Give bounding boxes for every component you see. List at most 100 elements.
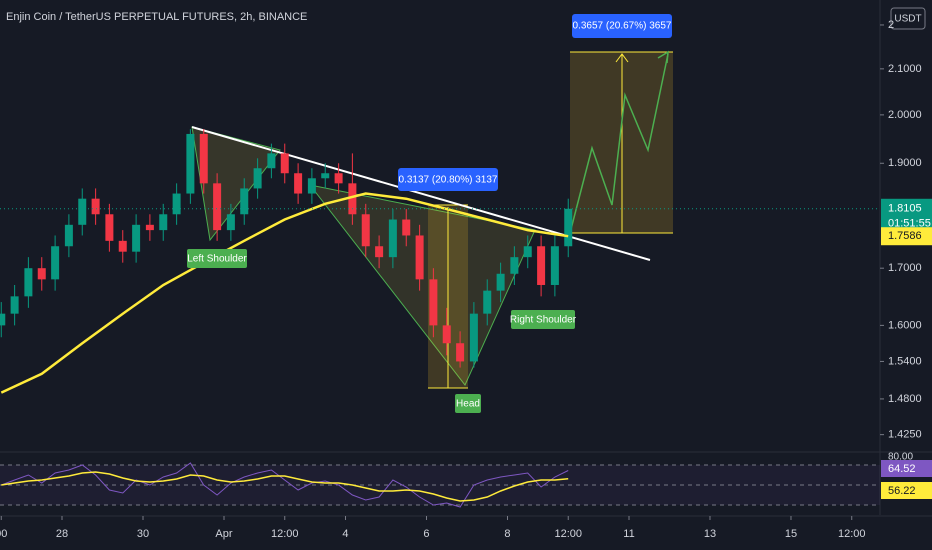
candle-body (51, 246, 60, 280)
x-tick-label: 4 (342, 528, 348, 540)
marks (0, 129, 880, 508)
annotation: Right Shoulder (510, 315, 577, 326)
y-tick-label: 1.4250 (888, 429, 922, 441)
candle-body (240, 188, 249, 215)
candle-body (510, 257, 519, 274)
candle-body (537, 246, 546, 285)
x-tick-label: 8 (504, 528, 510, 540)
y-tick-label: 1.7000 (888, 262, 922, 274)
candle-body (199, 133, 208, 184)
rsi-line (1, 462, 569, 508)
candle-body (0, 313, 6, 326)
label-box (572, 14, 672, 38)
candle-body (10, 296, 19, 314)
measure-label: 0.3657 (20.67%) 3657 (573, 21, 672, 32)
candle-body (550, 246, 559, 285)
rsi-value: 64.52 (888, 463, 916, 475)
x-tick-label: 13 (704, 528, 716, 540)
x-tick-label: Apr (215, 528, 232, 540)
candle-body (442, 325, 451, 344)
candle-body (334, 173, 343, 184)
y-tick-label: 1.9000 (888, 157, 922, 169)
y-tick-label: 2.1000 (888, 63, 922, 75)
currency-badge[interactable] (890, 7, 926, 30)
measure-label: 0.3137 (20.80%) 3137 (399, 175, 498, 186)
y-tick-label: 2 (888, 19, 894, 31)
candle-body (118, 240, 127, 252)
candle-body (321, 173, 330, 179)
labels: Enjin Coin / TetherUS PERPETUAL FUTURES,… (6, 7, 926, 413)
annotation: Head (456, 399, 480, 410)
y-tick-label: 2.0000 (888, 109, 922, 121)
x-tick-label: 00 (0, 528, 7, 540)
candle-body (145, 224, 154, 231)
candle-body (280, 153, 289, 174)
candle-body (91, 198, 100, 215)
candle-body (186, 133, 195, 194)
candle-body (78, 198, 87, 225)
candle-body (132, 224, 141, 252)
candle-body (64, 224, 73, 247)
y-tick-label: 1.6000 (888, 319, 922, 331)
arrow-head (615, 53, 629, 63)
arrow-head (657, 50, 669, 64)
x-tick-label: 11 (623, 528, 634, 540)
rsi-ma-value: 56.22 (888, 485, 916, 497)
candle-body (213, 183, 222, 231)
label-box (511, 310, 575, 329)
y-tick-label: 1.4800 (888, 393, 922, 405)
candle-body (402, 219, 411, 236)
candle-body (469, 313, 478, 362)
x-tick-label: 15 (785, 528, 797, 540)
candle-body (415, 235, 424, 280)
candle-body (496, 273, 505, 291)
candle-body (294, 173, 303, 194)
candle-body (307, 178, 316, 194)
x-tick-label: 12:00 (271, 528, 299, 540)
chart-title: Enjin Coin / TetherUS PERPETUAL FUTURES,… (6, 11, 307, 23)
label-box (455, 394, 481, 413)
x-tick-label: 6 (423, 528, 429, 540)
candle-body (523, 246, 532, 258)
candle-body (361, 214, 370, 247)
x-tick-label: 12:00 (838, 528, 866, 540)
currency: USDT (894, 14, 921, 25)
countdown: 01:51:55 (888, 218, 931, 230)
ma-value: 1.7586 (888, 230, 922, 242)
rsi-badge (881, 460, 932, 477)
candle-body (159, 214, 168, 231)
rsi-ma-line (1, 471, 569, 502)
candle-body (37, 268, 46, 280)
moving-average (0, 192, 569, 394)
ma-badge (881, 227, 932, 246)
candle-body (483, 290, 492, 314)
x-tick-label: 28 (56, 528, 68, 540)
candle-body (456, 343, 465, 362)
label-box (187, 249, 247, 268)
label-box (398, 168, 498, 191)
x-tick-label: 12:00 (554, 528, 582, 540)
projection-path (569, 53, 669, 234)
candle-body (172, 193, 181, 215)
x-tick-label: 30 (137, 528, 149, 540)
candle-body (429, 279, 438, 326)
candle-body (564, 208, 573, 247)
last-price: 1.8105 (888, 203, 922, 215)
y-tick-label: 1.5400 (888, 355, 922, 367)
candle-body (348, 183, 357, 215)
candle-body (388, 219, 397, 258)
candle-body (253, 168, 262, 189)
price-badge (881, 198, 932, 233)
annotation: Left Shoulder (187, 254, 247, 265)
candle-body (267, 153, 276, 169)
axis-labels: 2 2.1000 2.0000 1.9000 1.7000 1.6000 1.5400 1.4… (0, 19, 932, 540)
candle-body (24, 268, 33, 297)
trend-line (191, 126, 651, 261)
candle-body (375, 246, 384, 258)
candle-body (105, 214, 114, 241)
candle-body (226, 214, 235, 231)
rsi-tick-label: 80.00 (888, 452, 913, 463)
rsi-ma-badge (881, 482, 932, 499)
